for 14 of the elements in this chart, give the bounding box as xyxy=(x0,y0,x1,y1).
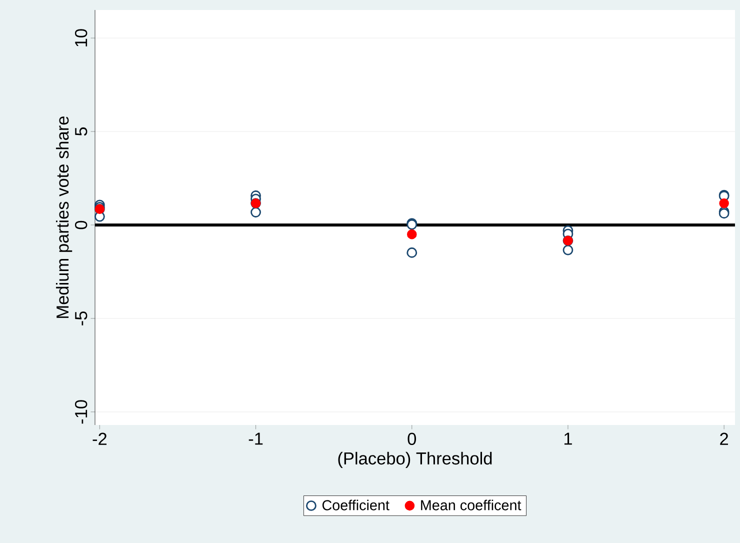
x-axis-title: (Placebo) Threshold xyxy=(338,452,492,468)
x-tick-label: -2 xyxy=(92,432,106,445)
y-tick-label: -10 xyxy=(74,400,88,424)
x-tick-label: -1 xyxy=(248,432,263,445)
y-axis-title: Medium parties vote share xyxy=(56,116,72,318)
y-tick-label: 0 xyxy=(74,220,88,230)
x-tick-label: 0 xyxy=(408,432,416,446)
legend-label: Mean coefficent xyxy=(421,500,522,510)
y-tick-label: 10 xyxy=(74,29,88,46)
y-tick-label: 5 xyxy=(75,127,88,136)
y-tick-label: -5 xyxy=(75,311,88,326)
x-tick-label: 1 xyxy=(564,432,572,445)
x-tick-label: 2 xyxy=(720,432,728,445)
legend-label: Coefficient xyxy=(322,500,390,510)
